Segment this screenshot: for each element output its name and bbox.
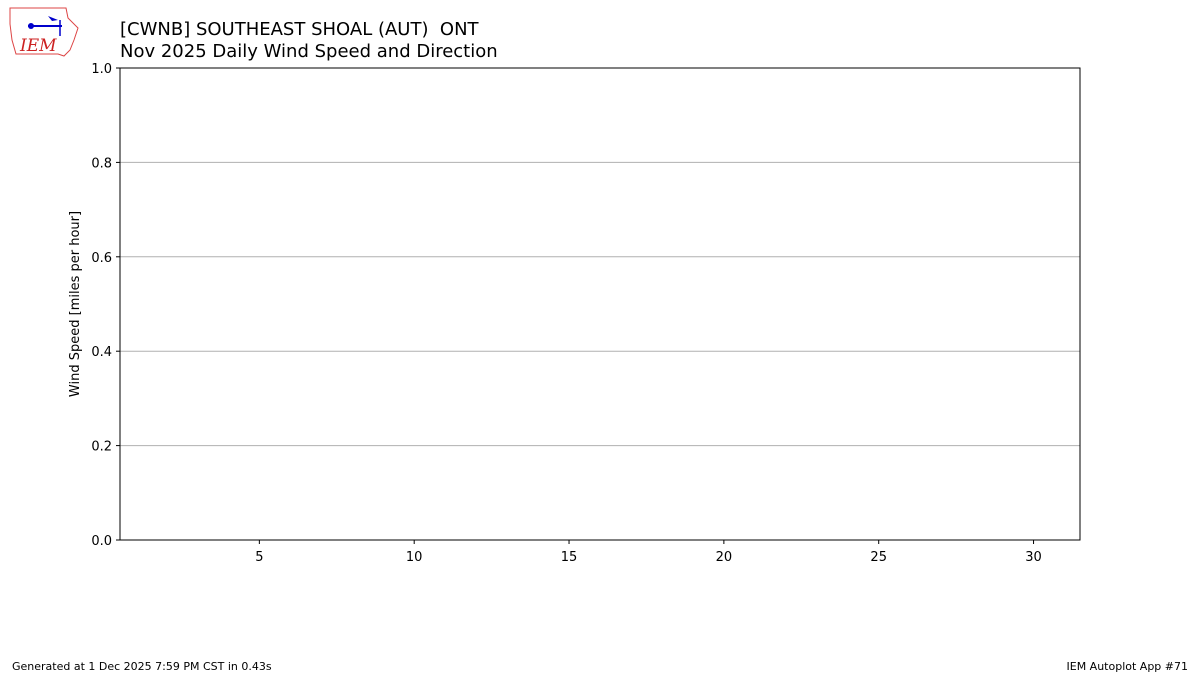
x-tick-label: 15 — [561, 550, 578, 565]
x-tick-label: 25 — [870, 550, 887, 565]
x-tick-label: 30 — [1025, 550, 1042, 565]
y-tick-label: 0.8 — [91, 156, 112, 171]
x-tick-label: 10 — [406, 550, 423, 565]
y-tick-label: 0.4 — [91, 345, 112, 360]
chart-title: [CWNB] SOUTHEAST SHOAL (AUT) ONT — [120, 19, 480, 40]
footer-left: Generated at 1 Dec 2025 7:59 PM CST in 0… — [12, 660, 272, 673]
footer-right: IEM Autoplot App #71 — [1067, 660, 1189, 673]
y-tick-label: 0.6 — [91, 251, 112, 266]
y-tick-label: 0.0 — [91, 534, 112, 549]
y-axis-label: Wind Speed [miles per hour] — [68, 211, 83, 397]
chart-subtitle: Nov 2025 Daily Wind Speed and Direction — [120, 41, 498, 62]
logo-text: IEM — [19, 36, 57, 56]
y-tick-label: 0.2 — [91, 440, 112, 455]
logo: IEM — [9, 7, 79, 57]
x-tick-label: 20 — [716, 550, 733, 565]
x-tick-label: 5 — [255, 550, 263, 565]
plot-frame — [119, 67, 1081, 541]
y-tick-label: 1.0 — [91, 62, 112, 77]
